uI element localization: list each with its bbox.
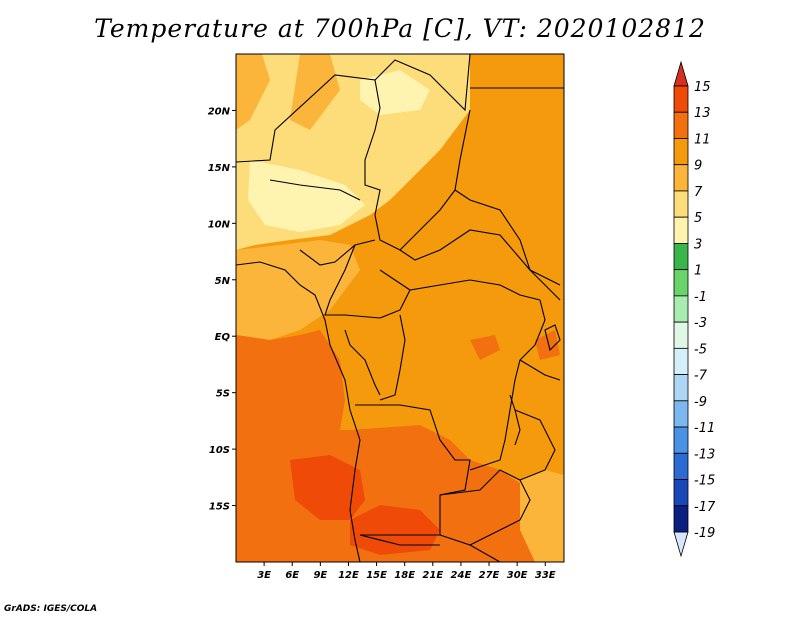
field-11-13-west	[236, 330, 345, 430]
border-east	[514, 269, 561, 481]
latitude-axis: 20N 15N 10N 5N EQ 5S 10S 15S	[208, 106, 236, 513]
colorbar-swatch	[673, 321, 689, 349]
colorbar-swatch	[673, 216, 689, 244]
border-nigeria	[269, 179, 376, 266]
border-sudan	[454, 87, 564, 271]
border-car	[379, 269, 541, 301]
colorbar: 15 13 11 9 7 5 3 1 -1 -3 -5 -7 -9 -11 -13 -15 -17 -19	[673, 60, 716, 558]
colorbar-swatch	[673, 400, 689, 428]
border-zambia	[439, 469, 531, 546]
field-11-13-patch	[470, 330, 560, 360]
colorbar-swatch	[673, 190, 689, 218]
colorbar-label: 15	[694, 80, 711, 95]
border-cameroon	[324, 244, 411, 319]
colorbar-label: 1	[694, 264, 702, 279]
colorbar-label: -3	[694, 316, 707, 331]
colorbar-label: 9	[694, 159, 702, 174]
chart-title: Temperature at 700hPa [C], VT: 202010281…	[94, 14, 706, 43]
colorbar-swatch	[673, 164, 689, 192]
colorbar-swatch	[673, 479, 689, 507]
colorbar-label: 7	[694, 185, 703, 200]
colorbar-label: 5	[694, 211, 702, 226]
lake-victoria	[544, 324, 561, 352]
temperature-field	[236, 54, 564, 562]
colorbar-label: -13	[694, 447, 715, 462]
lat-label: 15N	[208, 163, 231, 174]
lon-label: 21E	[422, 570, 443, 581]
colorbar-label: -19	[694, 526, 715, 541]
colorbar-swatch	[673, 426, 689, 454]
field-13-15-southwest	[290, 455, 440, 555]
colorbar-swatch	[673, 505, 689, 533]
colorbar-swatch	[673, 452, 689, 480]
lon-label: 15E	[366, 570, 387, 581]
colorbar-swatch	[673, 243, 689, 271]
coastline-west	[236, 261, 361, 562]
lat-label: 5N	[215, 276, 231, 287]
longitude-axis: 3E 6E 9E 12E 15E 18E 21E 24E 27E 30E 33E	[257, 562, 556, 581]
colorbar-swatch	[673, 374, 689, 402]
lat-label: 15S	[209, 502, 230, 513]
colorbar-swatch	[673, 295, 689, 323]
colorbar-label: 13	[694, 106, 711, 121]
grads-credit: GrADS: IGES/COLA	[4, 604, 98, 614]
colorbar-bottom-arrow	[673, 531, 689, 558]
lon-label: 9E	[313, 570, 327, 581]
colorbar-label: 3	[694, 237, 702, 252]
colorbar-label: 11	[694, 132, 711, 147]
lon-label: 3E	[257, 570, 271, 581]
colorbar-label: -1	[694, 290, 707, 305]
colorbar-swatch	[673, 85, 689, 113]
colorbar-label: -11	[694, 421, 715, 436]
colorbar-label: -9	[694, 395, 707, 410]
country-borders	[236, 54, 564, 562]
border-namibia-botswana	[359, 534, 501, 562]
field-7-9-north	[236, 54, 360, 340]
border-congo	[344, 314, 406, 401]
lon-label: 18E	[394, 570, 415, 581]
lon-label: 12E	[338, 570, 359, 581]
colorbar-label: -15	[694, 474, 715, 489]
lon-label: 33E	[535, 570, 556, 581]
colorbar-swatch	[673, 347, 689, 375]
lon-label: 6E	[285, 570, 299, 581]
colorbar-top-arrow	[673, 60, 689, 87]
lat-label: 10S	[209, 445, 230, 456]
field-3-5-north	[248, 70, 430, 232]
colorbar-swatch	[673, 269, 689, 297]
lake-tanganyika	[509, 394, 521, 446]
colorbar-label: -5	[694, 342, 707, 357]
colorbar-swatch	[673, 111, 689, 139]
border-sahel	[236, 74, 561, 286]
colorbar-label: -17	[694, 500, 716, 515]
field-7-9-southeast	[520, 470, 564, 562]
border-angola	[355, 404, 471, 536]
lat-label: 5S	[216, 389, 230, 400]
lat-label: EQ	[215, 332, 231, 343]
lon-label: 27E	[479, 570, 500, 581]
map-frame	[235, 53, 565, 563]
lon-label: 30E	[507, 570, 528, 581]
lat-label: 10N	[208, 219, 231, 230]
lat-label: 20N	[208, 106, 231, 117]
border-drc-east	[469, 299, 546, 471]
colorbar-swatch	[673, 138, 689, 166]
lon-label: 24E	[451, 570, 472, 581]
colorbar-label: -7	[694, 369, 708, 384]
border-libya-egypt	[374, 54, 471, 251]
